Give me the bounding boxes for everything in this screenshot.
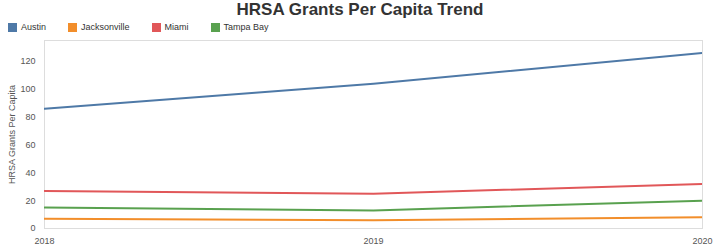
svg-text:100: 100 <box>20 84 35 94</box>
html-text:Tampa Bay: Tampa Bay <box>223 22 269 32</box>
svg-text:80: 80 <box>25 112 35 122</box>
html-text:Miami: Miami <box>164 22 189 32</box>
svg-text:2020: 2020 <box>692 236 712 246</box>
svg-text:20: 20 <box>25 196 35 206</box>
svg-text:2018: 2018 <box>34 236 54 246</box>
html-text:Jacksonville: Jacksonville <box>81 22 130 32</box>
html-text:HRSA Grants Per Capita Trend: HRSA Grants Per Capita Trend <box>236 0 484 19</box>
svg-text:60: 60 <box>25 140 35 150</box>
svg-text:2019: 2019 <box>363 236 383 246</box>
html-text:Austin: Austin <box>21 22 46 32</box>
svg-text:0: 0 <box>30 223 35 233</box>
svg-text:120: 120 <box>20 56 35 66</box>
svg-text:40: 40 <box>25 168 35 178</box>
svg-text:HRSA Grants Per Capita: HRSA Grants Per Capita <box>7 85 17 184</box>
